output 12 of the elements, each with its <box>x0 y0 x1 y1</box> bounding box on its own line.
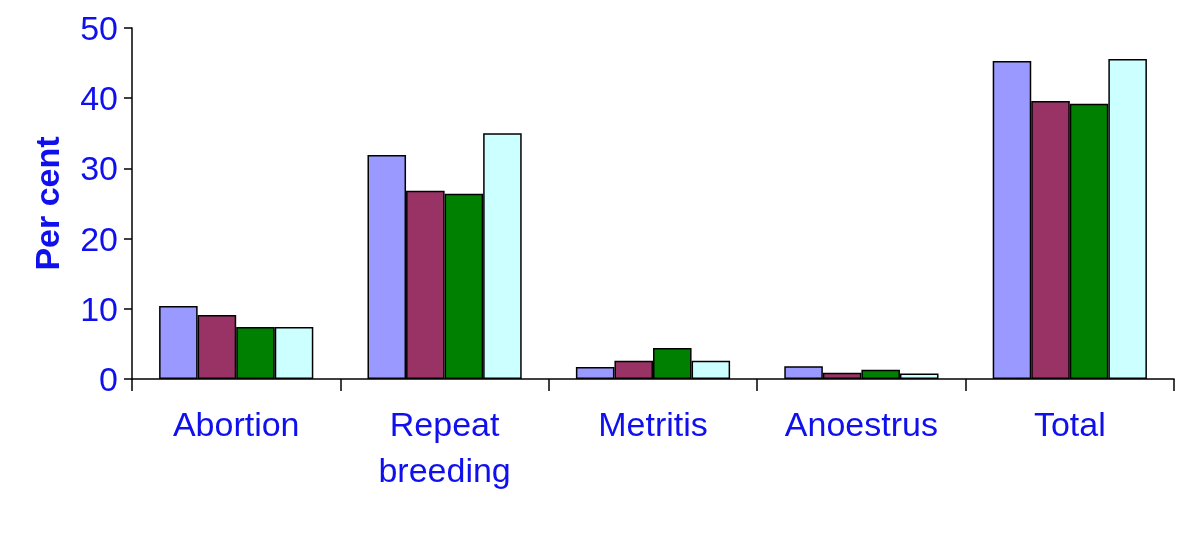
y-tick-label: 30 <box>80 149 118 188</box>
x-tick-label: Repeat breeding <box>378 405 511 489</box>
x-tick-label: Metritis <box>598 405 708 443</box>
y-tick-label: 0 <box>99 360 118 398</box>
y-axis-title: Per cent <box>28 136 66 271</box>
x-tick-label: Abortion <box>172 405 300 443</box>
y-tick-label: 40 <box>80 79 118 118</box>
y-tick-label: 20 <box>80 219 118 258</box>
x-tick-label: Anoestrus <box>784 405 938 443</box>
y-tick-label: 50 <box>80 9 118 47</box>
x-tick-label: Total <box>1033 405 1106 443</box>
y-tick-label: 10 <box>80 289 118 328</box>
